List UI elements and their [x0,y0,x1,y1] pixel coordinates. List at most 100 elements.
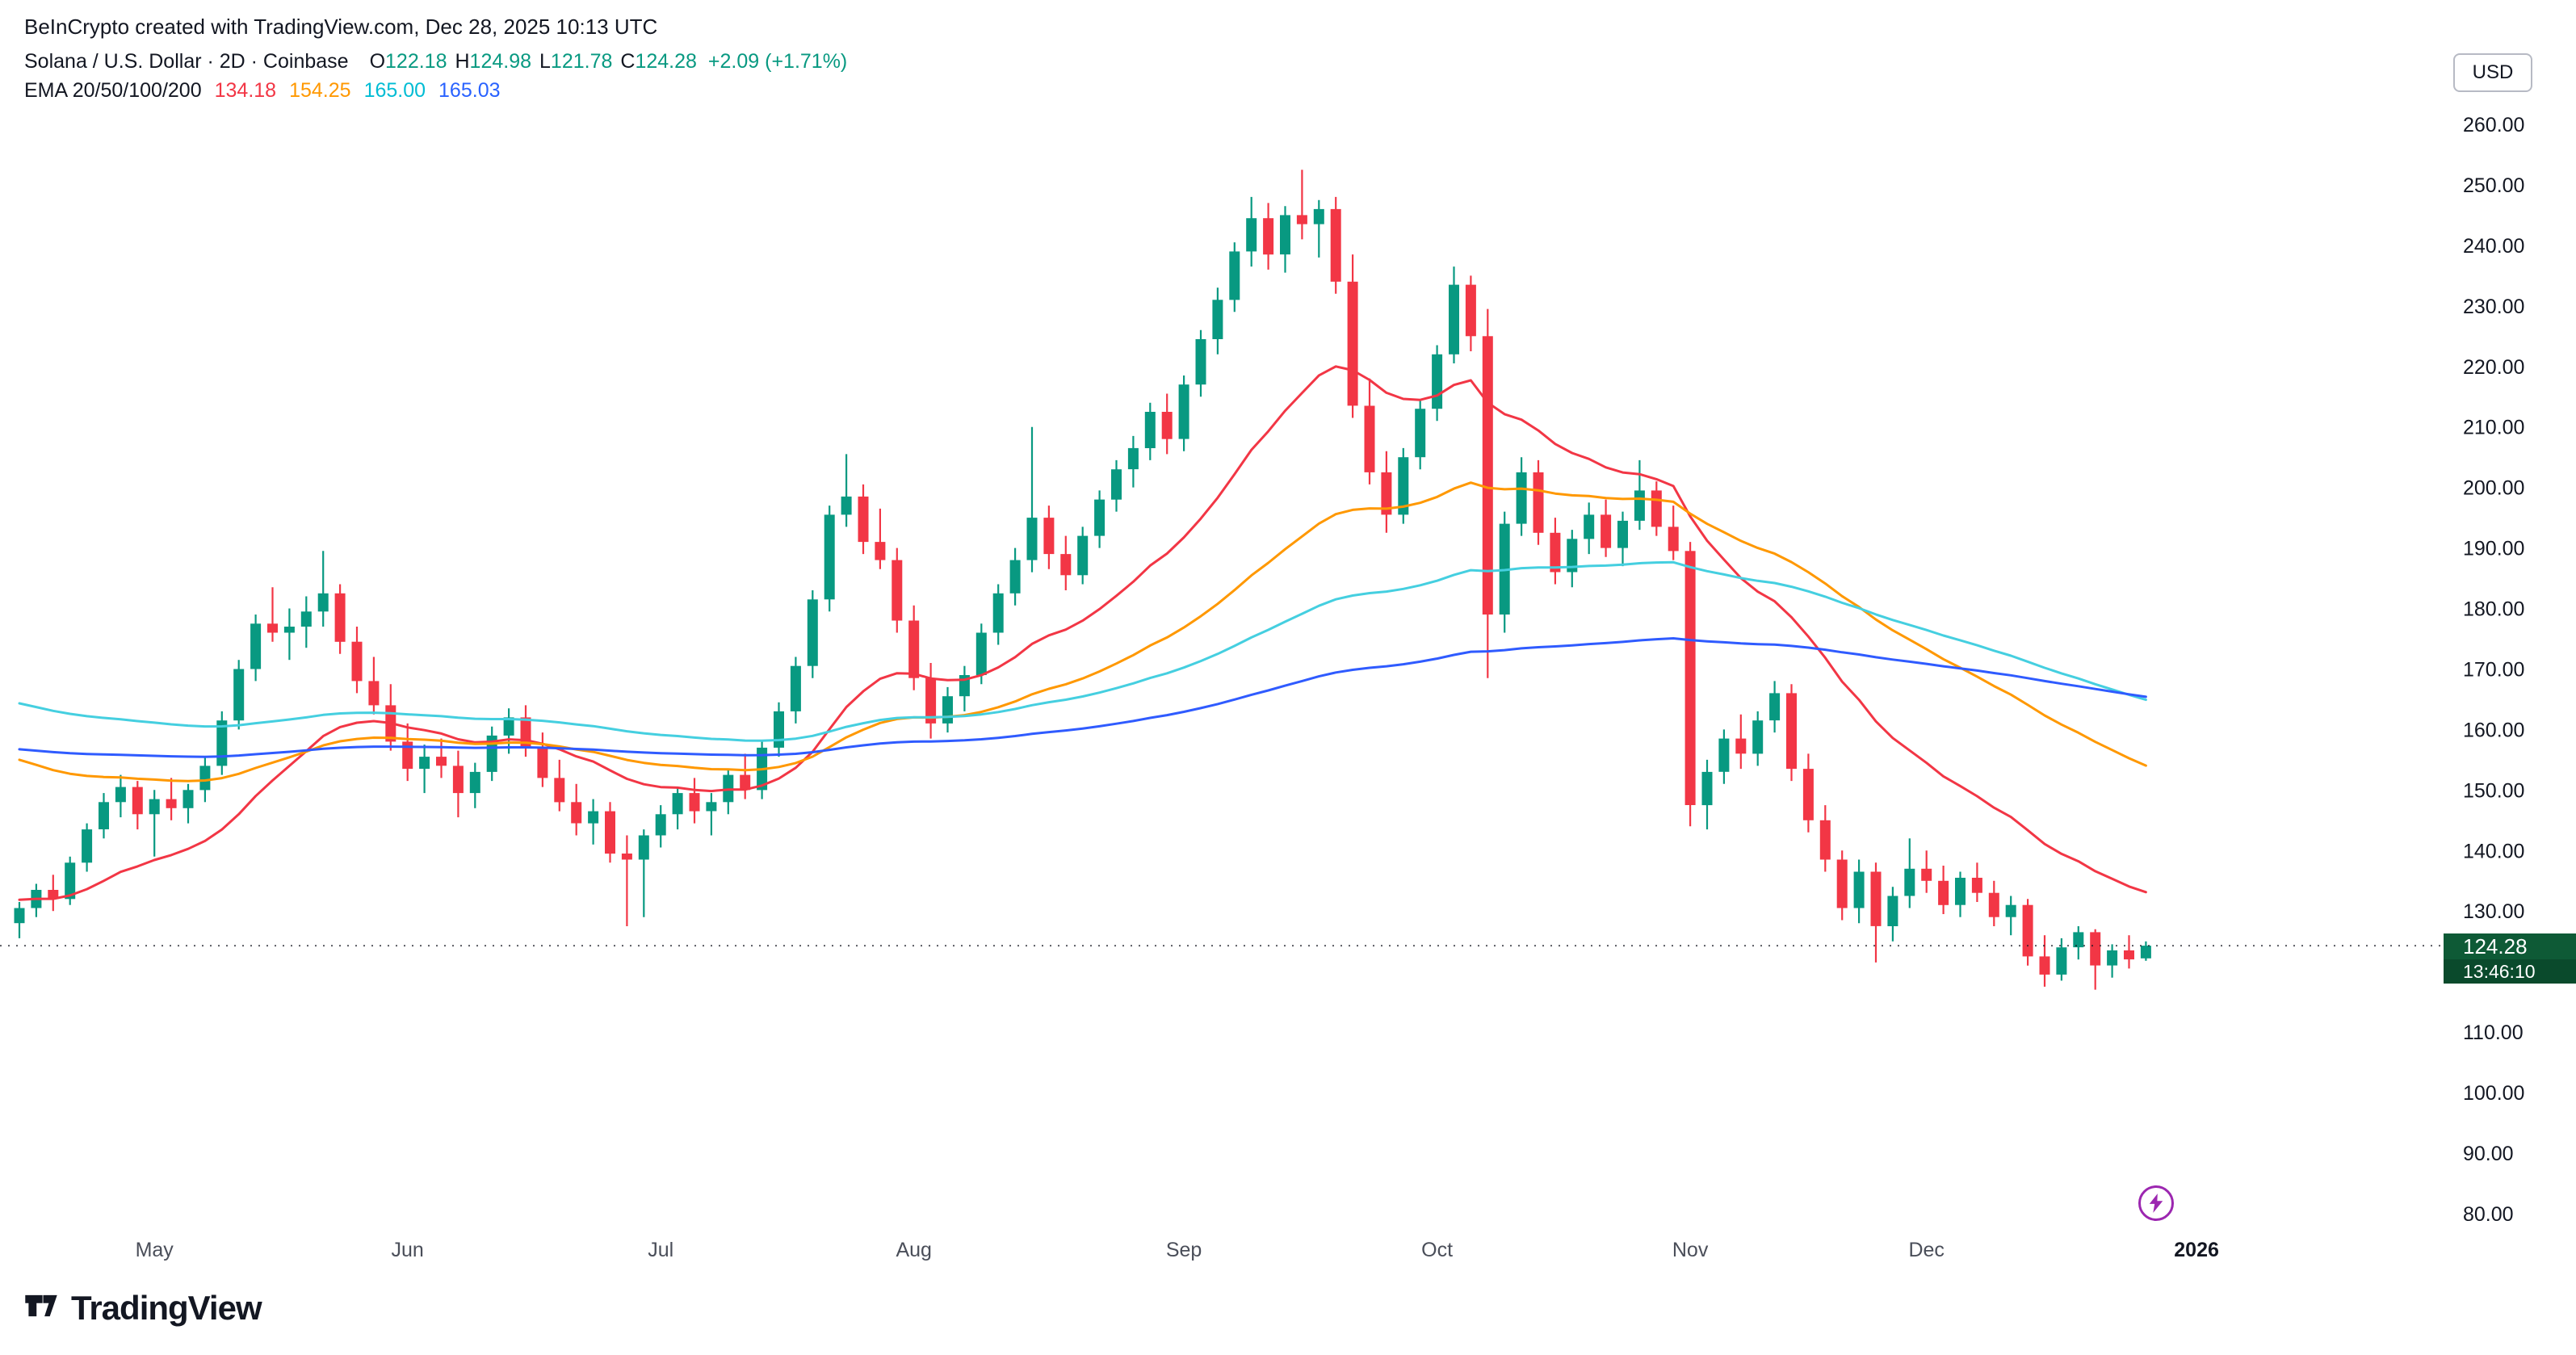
candle-body [942,696,953,724]
ema-line-50 [18,481,2147,782]
candle-body [706,802,717,812]
candle-body [992,593,1004,633]
candle-body [1296,215,1307,224]
time-tick-label: 2026 [2174,1239,2219,1261]
time-tick-label: May [136,1239,174,1261]
high-label: H [455,50,470,73]
candle-body [1819,820,1831,860]
candle-body [1701,771,1713,806]
candle-body [892,560,903,621]
candle-body [1127,447,1139,470]
candle-body [1601,514,1612,548]
price-tick-label: 240.00 [2463,235,2524,258]
candle-body [740,774,751,791]
candle-body [1043,518,1055,555]
time-axis-hit-area[interactable] [0,1231,2414,1276]
price-tick-label: 100.00 [2463,1082,2524,1105]
price-tick-label: 210.00 [2463,417,2524,439]
candle-body [82,829,93,863]
candle-body [1263,218,1274,255]
candle-body [1094,499,1105,536]
candle-body [1938,880,1949,905]
lightning-bolt-icon [2149,1193,2163,1213]
currency-toggle-button[interactable]: USD [2453,53,2532,92]
price-axis-scale[interactable]: 260.00 250.00 240.00 230.00 220.00 210.00 200.… [2414,48,2576,1227]
ema100-value: 165.00 [363,79,426,102]
candle-body [621,854,632,860]
candle-body [1752,720,1764,754]
candle-body [1769,693,1781,721]
ema-indicator-label[interactable]: EMA 20/50/100/200 [24,79,202,102]
candle-body [807,599,818,666]
symbol-title[interactable]: Solana / U.S. Dollar · 2D · Coinbase [24,50,349,73]
candle-body [554,778,565,803]
candle-body [1482,336,1493,615]
candle-body [1060,554,1072,576]
price-axis-hit-area[interactable] [2414,48,2576,1227]
candle-body [858,496,869,543]
candle-body [1229,251,1240,300]
candle-body [166,799,177,808]
candle-body [588,811,599,824]
ema-legend[interactable]: EMA 20/50/100/200 134.18 154.25 165.00 1… [24,79,501,103]
high-value: 124.98 [469,50,532,73]
candle-body [1347,281,1358,406]
ema-line-20 [18,365,2147,901]
candle-body [436,757,447,766]
candle-body [638,835,649,860]
candle-body [1802,769,1814,820]
bar-countdown: 13:46:10 [2444,959,2576,984]
price-tick-label: 110.00 [2463,1021,2524,1044]
price-tick-label: 90.00 [2463,1143,2514,1165]
change-value: +2.09 (+1.71%) [707,50,848,73]
price-tick-label: 160.00 [2463,719,2524,741]
candle-body [99,802,109,829]
candle-body [1280,215,1290,255]
candle-body [1887,896,1898,926]
candle-body [183,790,194,808]
candle-body [1313,208,1324,224]
candle-body [199,766,211,791]
candle-body [908,620,920,678]
time-tick-label: Jun [392,1239,424,1261]
time-tick-label: Dec [1908,1239,1944,1261]
candle-body [1516,472,1527,524]
candle-body [267,623,278,633]
candle-body [1786,693,1797,770]
candle-body [1550,532,1561,573]
candle-body [1449,284,1459,354]
candle-body [1398,457,1409,515]
candle-body [774,711,784,748]
low-value: 121.78 [550,50,613,73]
candle-body [1026,518,1038,560]
symbol-legend[interactable]: Solana / U.S. Dollar · 2D · Coinbase O 12… [24,50,847,73]
candle-body [1651,490,1662,527]
price-tick-label: 140.00 [2463,840,2524,862]
candle-body [503,717,514,736]
candle-body [1144,412,1156,448]
candle-body [300,611,312,627]
candle-body [1584,514,1595,539]
candle-body [317,593,329,612]
ema-line-200 [18,637,2147,758]
tradingview-brand[interactable]: TradingView [71,1288,262,1327]
price-tick-label: 180.00 [2463,598,2524,621]
candle-body [2056,947,2067,975]
price-tick-label: 130.00 [2463,900,2524,923]
candle-body [2090,932,2101,966]
time-axis-scale[interactable]: May Jun Jul Aug Sep Oct Nov Dec 2026 [0,1231,2414,1276]
time-tick-label: Jul [648,1239,673,1261]
candle-body [351,641,363,682]
tradingview-logo-icon[interactable] [23,1287,60,1328]
candle-body [975,632,987,675]
flash-icon[interactable] [2138,1185,2174,1221]
price-tick-label: 260.00 [2463,114,2524,136]
ema-lines-layer [18,365,2147,901]
ema-line-100 [18,560,2147,742]
candle-body [1567,539,1578,573]
candle-body [1432,354,1443,409]
candle-body [1904,868,1915,896]
candle-body [1668,526,1679,552]
